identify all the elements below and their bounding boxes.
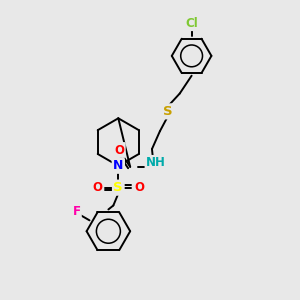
Text: S: S — [163, 105, 172, 118]
Text: N: N — [113, 159, 124, 172]
Text: O: O — [92, 181, 103, 194]
Text: S: S — [113, 181, 123, 194]
Text: F: F — [72, 206, 80, 218]
Text: O: O — [114, 143, 124, 157]
Text: O: O — [134, 181, 144, 194]
Text: NH: NH — [146, 156, 166, 170]
Text: Cl: Cl — [185, 17, 198, 30]
